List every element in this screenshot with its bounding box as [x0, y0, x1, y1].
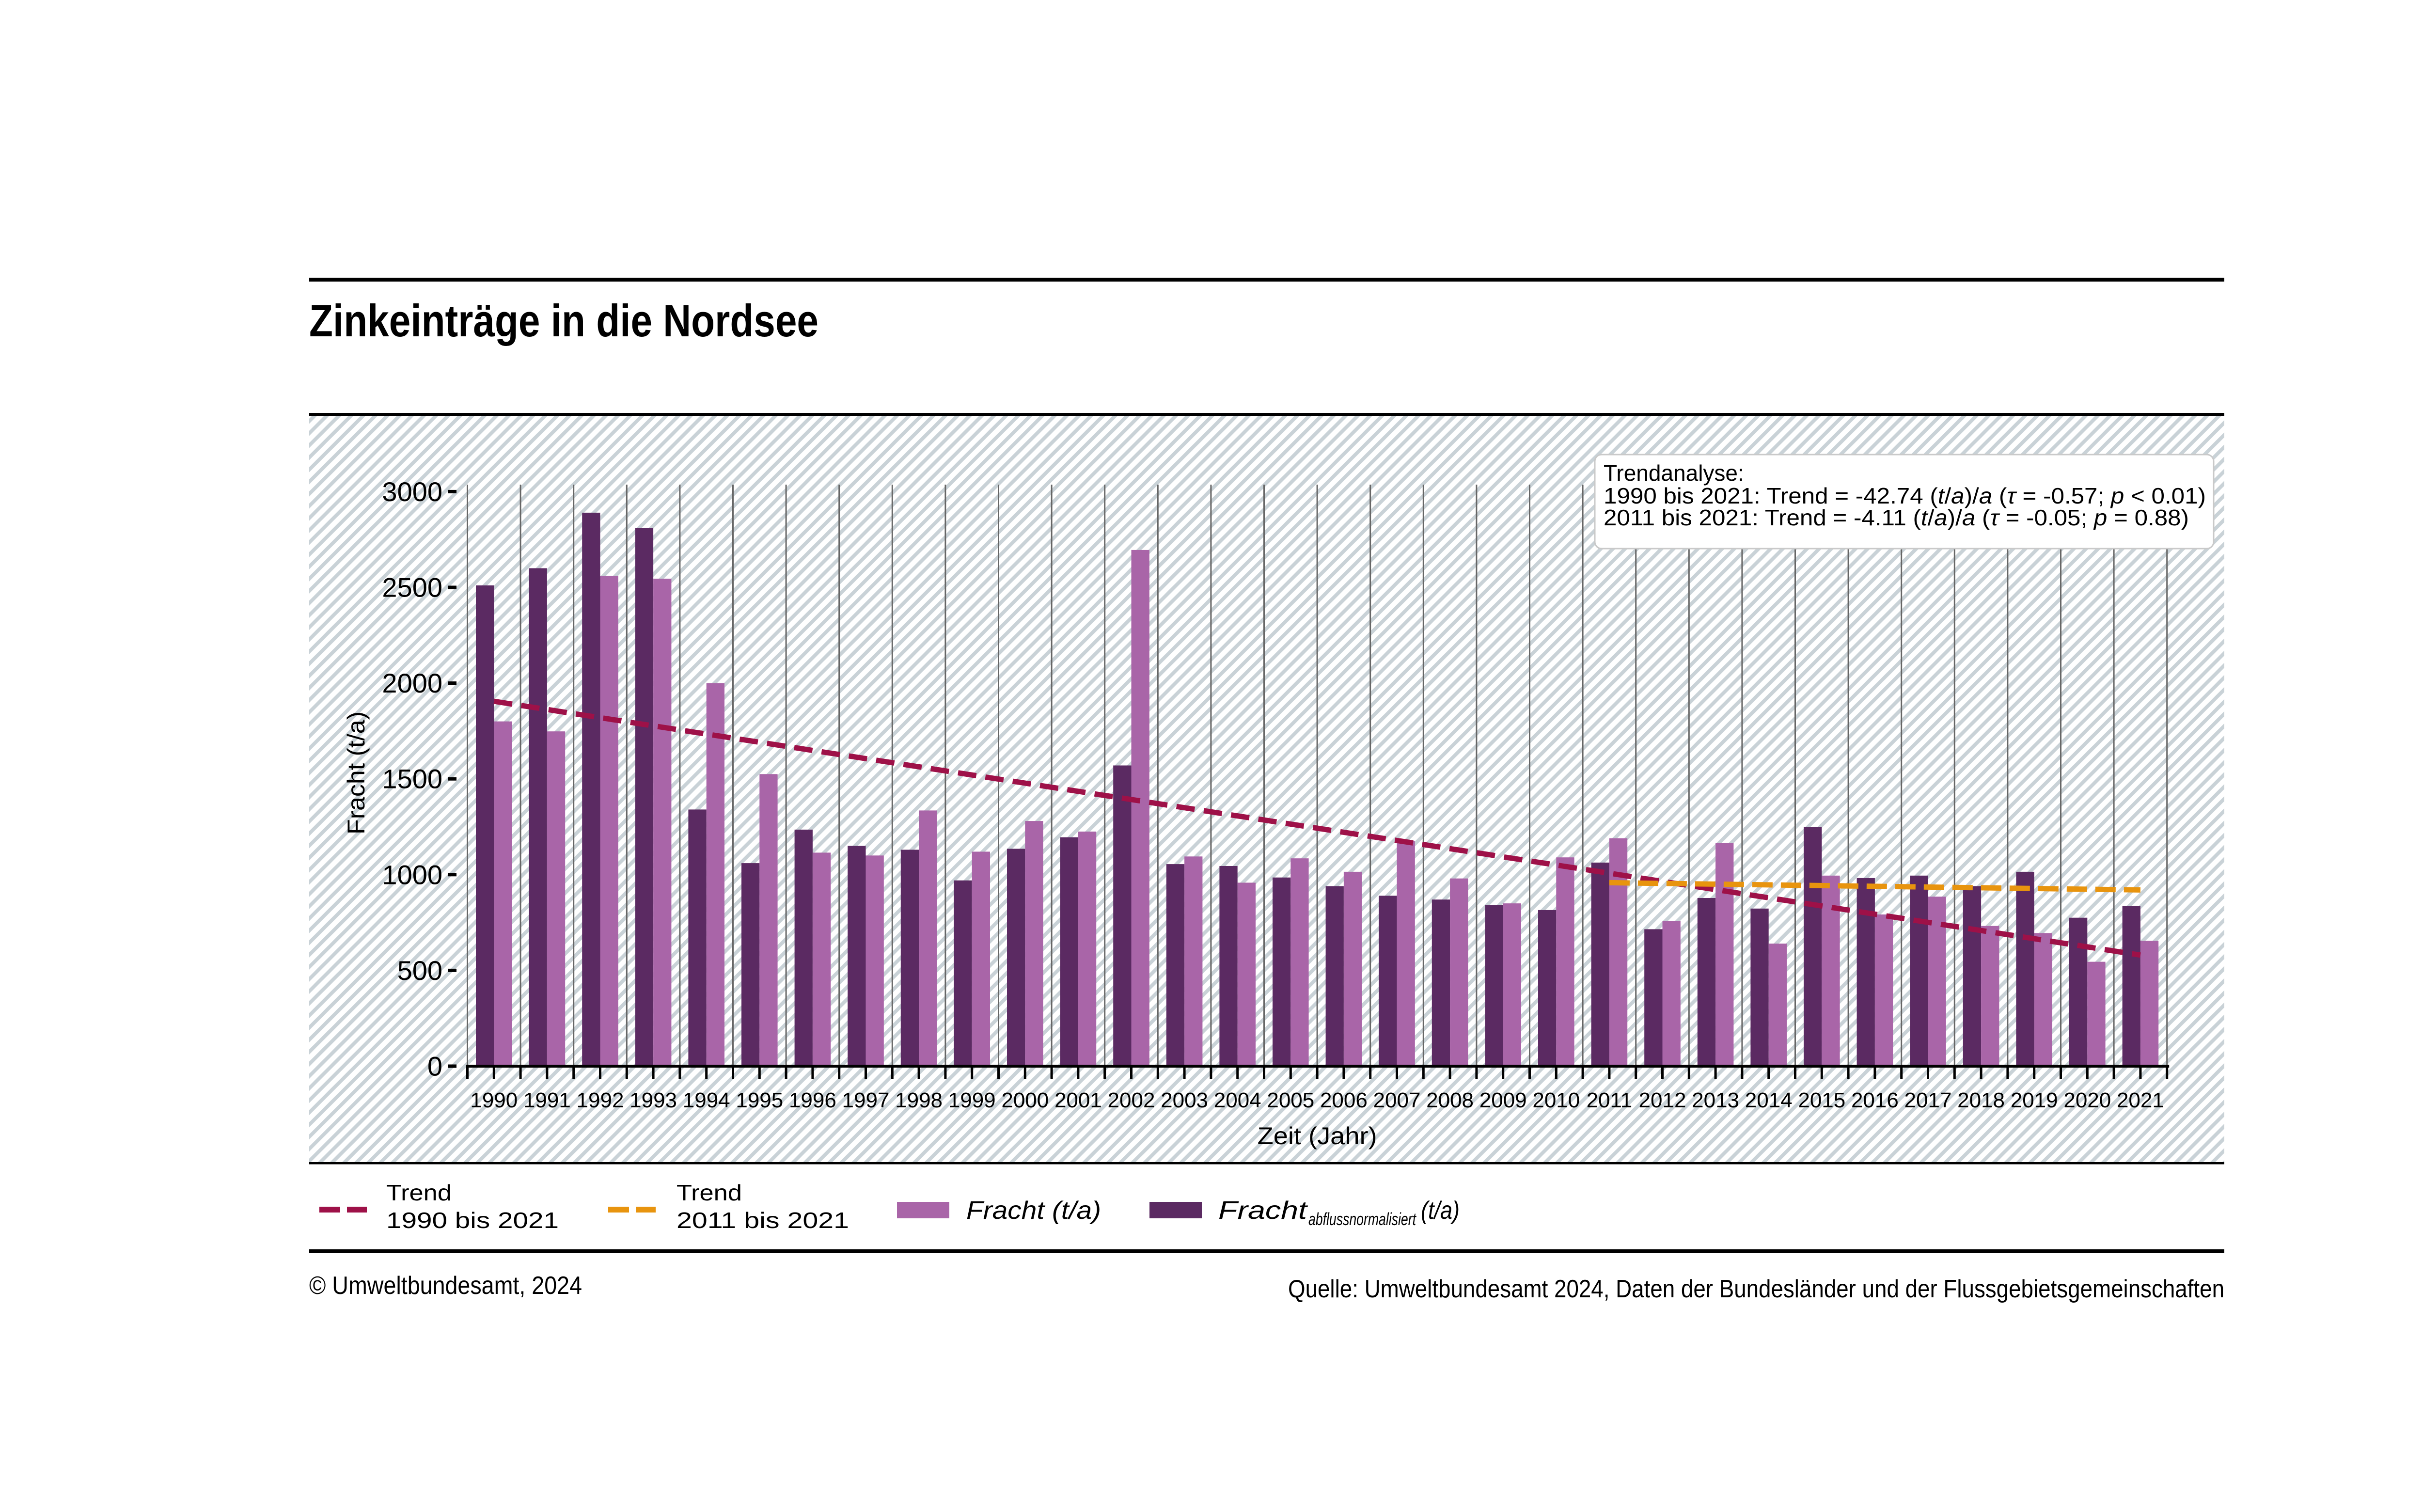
svg-text:2006: 2006	[1320, 1088, 1368, 1112]
svg-text:1994: 1994	[683, 1088, 730, 1112]
svg-text:2000: 2000	[382, 668, 442, 698]
svg-text:2021: 2021	[2117, 1088, 2164, 1112]
svg-text:)/: )/	[1948, 505, 1962, 530]
svg-text:= -0.05;: = -0.05;	[1999, 505, 2094, 530]
svg-text:2500: 2500	[382, 572, 442, 603]
svg-text:2010: 2010	[1532, 1088, 1580, 1112]
svg-text:Trend: Trend	[386, 1180, 452, 1205]
svg-text:2016: 2016	[1851, 1088, 1899, 1112]
svg-text:Fracht (t/a): Fracht (t/a)	[966, 1197, 1101, 1225]
svg-text:/: /	[1928, 505, 1935, 530]
svg-text:2007: 2007	[1373, 1088, 1421, 1112]
svg-text:2018: 2018	[1957, 1088, 2005, 1112]
svg-text:2015: 2015	[1798, 1088, 1845, 1112]
svg-text:1990 bis 2021: 1990 bis 2021	[386, 1208, 559, 1233]
svg-text:(t/a): (t/a)	[1421, 1197, 1460, 1225]
svg-text:2005: 2005	[1267, 1088, 1314, 1112]
svg-text:1990: 1990	[470, 1088, 518, 1112]
svg-text:2008: 2008	[1426, 1088, 1474, 1112]
svg-text:1999: 1999	[948, 1088, 996, 1112]
svg-text:a: a	[1979, 483, 1992, 508]
svg-text:/: /	[1945, 483, 1951, 508]
svg-text:t: t	[1938, 483, 1946, 508]
svg-text:2009: 2009	[1479, 1088, 1527, 1112]
svg-text:1500: 1500	[382, 764, 442, 794]
svg-text:2017: 2017	[1904, 1088, 1952, 1112]
svg-text:2004: 2004	[1214, 1088, 1261, 1112]
svg-text:p: p	[2110, 483, 2124, 508]
svg-text:500: 500	[397, 955, 442, 986]
svg-text:© Umweltbundesamt, 2024: © Umweltbundesamt, 2024	[309, 1272, 582, 1300]
svg-text:2013: 2013	[1692, 1088, 1739, 1112]
svg-text:a: a	[1934, 505, 1947, 530]
svg-text:(: (	[1992, 483, 2007, 508]
svg-text:abflussnormalisiert: abflussnormalisiert	[1308, 1209, 1416, 1229]
svg-text:3000: 3000	[382, 476, 442, 507]
svg-text:Zeit (Jahr): Zeit (Jahr)	[1258, 1122, 1377, 1150]
svg-text:Fracht: Fracht	[1218, 1197, 1308, 1225]
svg-text:2001: 2001	[1054, 1088, 1102, 1112]
svg-text:2002: 2002	[1108, 1088, 1155, 1112]
svg-text:a: a	[1951, 483, 1964, 508]
svg-text:< 0.01): < 0.01)	[2124, 483, 2206, 508]
svg-text:2020: 2020	[2063, 1088, 2111, 1112]
svg-text:2011 bis 2021: Trend = -4.11 (: 2011 bis 2021: Trend = -4.11 (	[1604, 505, 1921, 530]
svg-text:1995: 1995	[736, 1088, 783, 1112]
svg-text:= -0.57;: = -0.57;	[2016, 483, 2111, 508]
svg-text:= 0.88): = 0.88)	[2107, 505, 2189, 530]
svg-text:τ: τ	[1990, 505, 2000, 530]
svg-text:1000: 1000	[382, 859, 442, 890]
svg-text:2019: 2019	[2011, 1088, 2058, 1112]
svg-text:(: (	[1975, 505, 1990, 530]
svg-text:1996: 1996	[789, 1088, 836, 1112]
svg-text:)/: )/	[1965, 483, 1979, 508]
svg-text:2003: 2003	[1161, 1088, 1208, 1112]
svg-text:2014: 2014	[1745, 1088, 1793, 1112]
svg-text:2011 bis 2021: 2011 bis 2021	[677, 1208, 849, 1233]
svg-text:p: p	[2093, 505, 2108, 530]
svg-text:1991: 1991	[523, 1088, 571, 1112]
svg-text:Trendanalyse:: Trendanalyse:	[1604, 460, 1744, 486]
svg-text:Quelle: Umweltbundesamt 2024,: Quelle: Umweltbundesamt 2024, Daten der …	[1288, 1275, 2224, 1303]
svg-text:2011: 2011	[1587, 1088, 1633, 1112]
svg-text:2000: 2000	[1001, 1088, 1049, 1112]
svg-text:1992: 1992	[577, 1088, 624, 1112]
svg-text:1997: 1997	[842, 1088, 890, 1112]
svg-text:1990 bis 2021: Trend = -42.74: 1990 bis 2021: Trend = -42.74 (	[1604, 483, 1938, 508]
svg-text:0: 0	[427, 1051, 442, 1082]
svg-text:Fracht (t/a): Fracht (t/a)	[343, 711, 370, 835]
svg-text:t: t	[1921, 505, 1929, 530]
svg-text:τ: τ	[2007, 483, 2017, 508]
svg-text:2012: 2012	[1639, 1088, 1686, 1112]
svg-text:Zinkeinträge in die Nordsee: Zinkeinträge in die Nordsee	[309, 295, 818, 346]
svg-text:Trend: Trend	[677, 1180, 742, 1205]
svg-text:1993: 1993	[629, 1088, 677, 1112]
svg-text:a: a	[1962, 505, 1975, 530]
svg-text:1998: 1998	[895, 1088, 943, 1112]
